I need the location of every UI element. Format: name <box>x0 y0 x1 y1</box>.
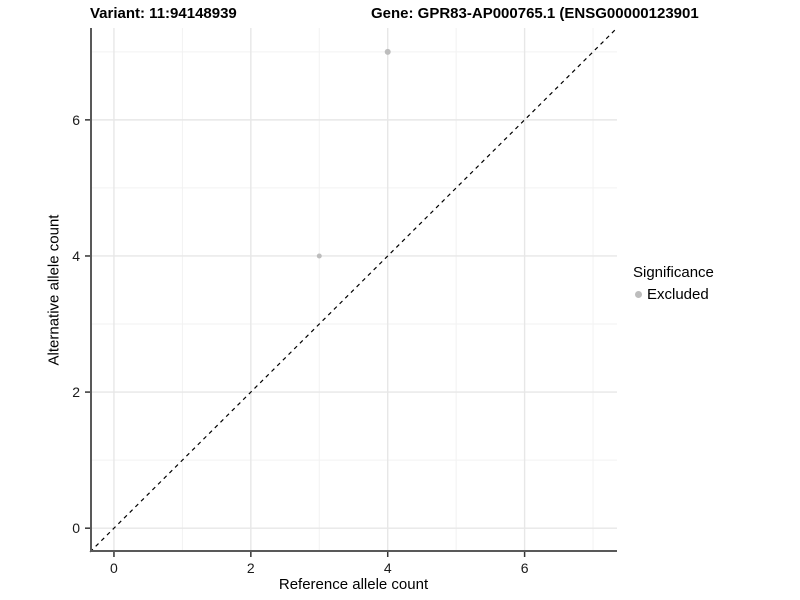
x-tick-label: 6 <box>520 560 529 576</box>
y-axis-title: Alternative allele count <box>45 214 63 366</box>
x-tick-label: 2 <box>246 560 255 576</box>
legend-item-excluded: Excluded <box>635 286 714 303</box>
legend-title: Significance <box>633 264 714 281</box>
legend: Significance Excluded <box>633 264 714 303</box>
x-tick-label: 0 <box>110 560 118 576</box>
data-point <box>316 253 322 259</box>
y-tick-label: 4 <box>72 247 80 264</box>
x-tick-label: 4 <box>383 560 392 576</box>
plot-panel <box>85 27 618 557</box>
legend-point-icon <box>635 291 642 298</box>
variant-title: Variant: 11:94148939 <box>90 5 237 22</box>
legend-item-label: Excluded <box>647 286 709 303</box>
y-tick-label: 6 <box>72 111 80 128</box>
y-tick-label: 0 <box>72 520 80 537</box>
x-axis-title: Reference allele count <box>278 576 429 593</box>
plot-area-svg <box>85 27 618 557</box>
data-point <box>384 48 391 55</box>
identity-dashed-line <box>89 27 618 553</box>
gene-title: Gene: GPR83-AP000765.1 (ENSG00000123901 <box>371 5 699 22</box>
y-tick-label: 2 <box>72 384 80 401</box>
